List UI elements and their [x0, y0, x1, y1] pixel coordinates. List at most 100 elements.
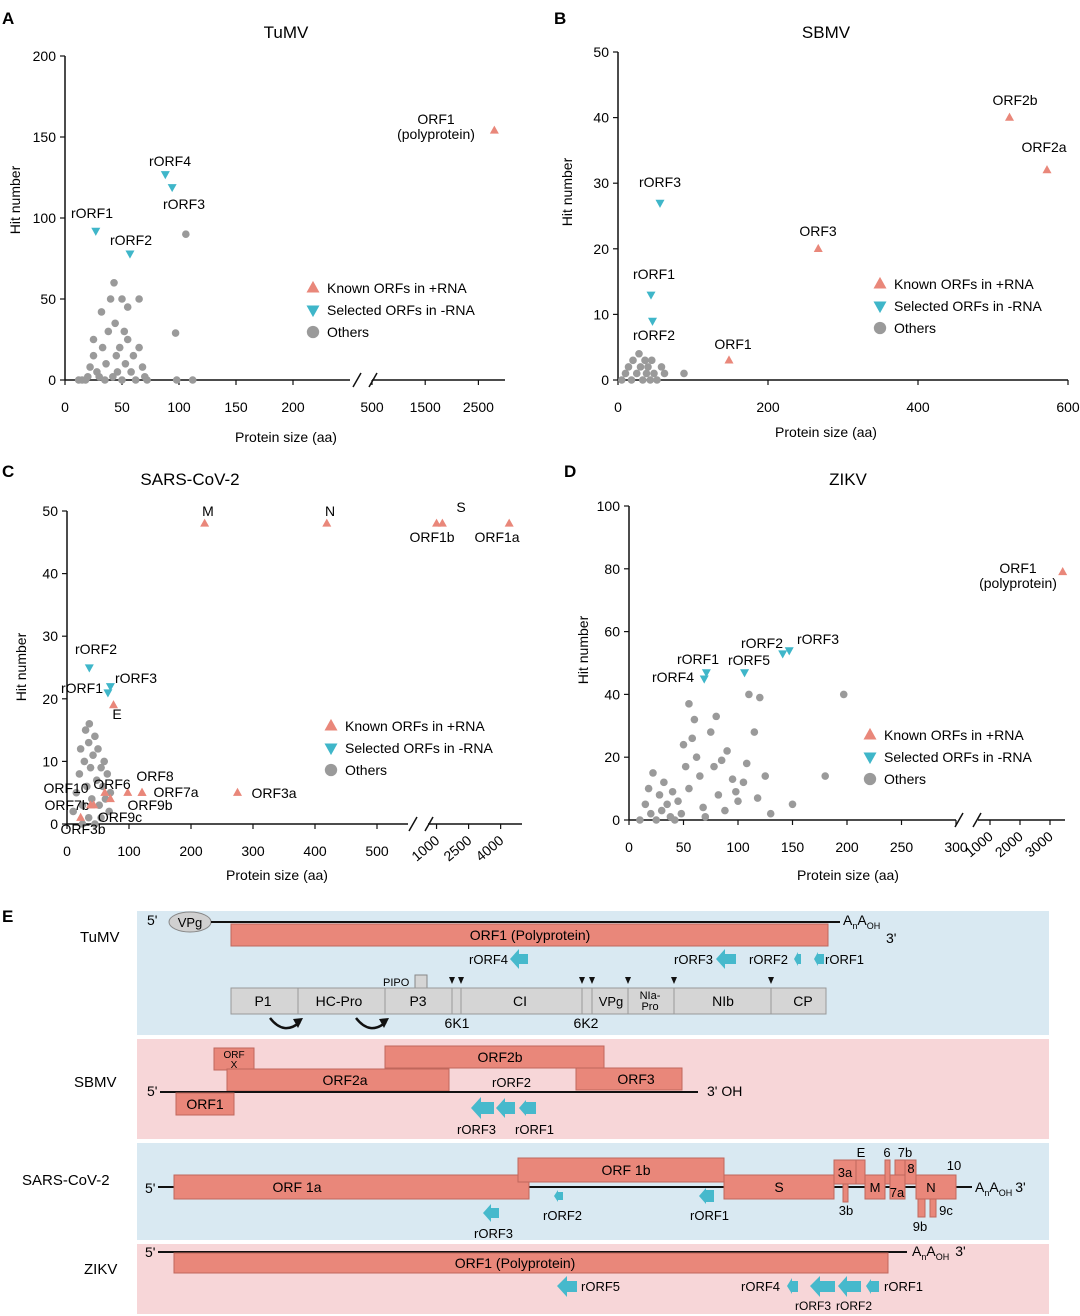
- data-point-known: [504, 518, 514, 527]
- sars-3b-bar: [842, 1183, 849, 1203]
- y-tick-label: 20: [604, 749, 620, 765]
- chart-legend: Known ORFs in +RNA Selected ORFs in -RNA O…: [873, 276, 1042, 336]
- zikv-orf1-label: ORF1 (Polyprotein): [455, 1255, 576, 1271]
- data-point-other: [839, 690, 848, 699]
- data-point-other: [766, 809, 775, 818]
- data-point-other: [655, 791, 664, 799]
- sars-3b-label: 3b: [839, 1203, 853, 1218]
- x-tick-label: 50: [114, 399, 130, 415]
- data-point-other: [685, 700, 693, 708]
- legend-label: Others: [884, 771, 926, 787]
- data-point-other: [629, 356, 637, 365]
- data-point-other: [685, 784, 693, 793]
- y-axis-label: Hit number: [559, 157, 575, 226]
- protein-map: [230, 987, 827, 1015]
- data-point-other: [84, 372, 92, 381]
- protein-pro: Pro: [641, 1001, 658, 1013]
- data-point-selected: [91, 227, 101, 236]
- data-point-other: [660, 778, 668, 787]
- protein-vpg: VPg: [599, 994, 624, 1009]
- data-point-selected: [646, 291, 656, 300]
- tumv-three-prime: 3': [886, 930, 896, 946]
- zikv-rorf3-arrow: [810, 1276, 835, 1297]
- data-point-other: [641, 800, 650, 809]
- data-point-known: [123, 787, 133, 796]
- legend-marker: [873, 321, 887, 335]
- data-point-other: [91, 820, 99, 828]
- sars-orf1a-label: ORF 1a: [272, 1179, 321, 1195]
- data-point-other: [112, 351, 121, 360]
- tumv-rorf-arrows: [510, 949, 824, 969]
- x-tick-label: 0: [61, 399, 69, 415]
- data-point-other: [120, 327, 129, 336]
- data-point-other: [710, 762, 718, 771]
- data-point-other: [728, 775, 737, 783]
- chart-title: ZIKV: [829, 470, 867, 489]
- chart-zikv: ZIKV Hit number Protein size (aa) 0 20 40 60 80…: [575, 470, 1068, 883]
- data-point-other: [692, 753, 701, 761]
- protein-hc-pro: HC-Pro: [316, 993, 363, 1009]
- data-point-other: [624, 363, 633, 371]
- data-point-selected: [105, 683, 115, 692]
- data-point-other: [98, 343, 107, 352]
- y-tick-label: 40: [593, 110, 609, 126]
- chart-title: TuMV: [264, 23, 309, 42]
- data-point-other: [674, 797, 682, 805]
- x-tick-label: 200: [179, 843, 203, 859]
- protein-p3: P3: [409, 993, 426, 1009]
- zikv-rorf-arrows: [557, 1276, 879, 1297]
- data-point-other: [101, 376, 109, 384]
- data-point-other: [84, 813, 93, 822]
- sars-poly-a: AnAOH 3': [975, 1179, 1026, 1198]
- sbmv-orf2b-bar: [384, 1045, 605, 1069]
- x-tick-label: 100: [726, 839, 750, 855]
- data-point-known: [137, 787, 147, 796]
- data-point-other: [111, 319, 119, 328]
- data-point-other: [788, 800, 797, 809]
- data-point-other: [94, 745, 102, 753]
- data-point-selected: [699, 675, 709, 684]
- sbmv-orf3-label: ORF3: [617, 1071, 655, 1087]
- point-label: S: [456, 499, 465, 515]
- data-point-selected: [103, 689, 113, 698]
- data-point-other: [649, 769, 657, 777]
- sbmv-rorf-arrows: [471, 1097, 536, 1119]
- y-tick-label: 50: [40, 291, 56, 307]
- data-point-selected: [740, 669, 750, 678]
- sars-9c-label: 9c: [939, 1203, 953, 1218]
- data-point-other: [745, 690, 753, 699]
- y-tick-label: 0: [612, 812, 620, 828]
- x-tick-label: 100: [167, 399, 191, 415]
- data-point-other: [89, 351, 98, 360]
- data-point-other: [172, 376, 181, 384]
- zikv-rorf1-arrow: [866, 1279, 879, 1294]
- data-point-other: [617, 376, 626, 384]
- chart-legend: Known ORFs in +RNA Selected ORFs in -RNA O…: [863, 727, 1032, 787]
- tumv-rorf2-arrow: [794, 952, 801, 966]
- chart-tumv: TuMV Hit number Protein size (aa) 0 50 100 150…: [7, 23, 505, 445]
- y-axis-label: Hit number: [575, 615, 591, 684]
- data-point-other: [188, 376, 197, 384]
- data-point-other: [742, 759, 751, 768]
- sbmv-rorf3-arrow: [471, 1097, 494, 1119]
- data-point-other: [644, 363, 652, 371]
- y-tick-label: 10: [42, 753, 58, 769]
- data-point-other: [668, 787, 677, 796]
- x-tick-label: 2500: [440, 832, 474, 864]
- protein-dividers: [297, 988, 772, 1014]
- y-tick-label: 20: [42, 691, 58, 707]
- data-point-other: [657, 363, 666, 371]
- sbmv-orf2b-label: ORF2b: [477, 1049, 522, 1065]
- sbmv-rorf1-arrow: [519, 1100, 536, 1116]
- sars-s-bar: [723, 1174, 835, 1200]
- sars-rorf1-arrow: [699, 1188, 714, 1204]
- point-label: N: [325, 503, 335, 519]
- y-tick-label: 40: [42, 566, 58, 582]
- point-label: rORF3: [639, 174, 681, 190]
- sbmv-orfx-label-1: ORF: [223, 1050, 244, 1061]
- data-point-known: [109, 700, 118, 709]
- data-point-other: [129, 351, 138, 360]
- legend-label: Selected ORFs in -RNA: [884, 749, 1032, 765]
- data-point-other: [650, 369, 658, 378]
- data-point-other: [118, 295, 126, 303]
